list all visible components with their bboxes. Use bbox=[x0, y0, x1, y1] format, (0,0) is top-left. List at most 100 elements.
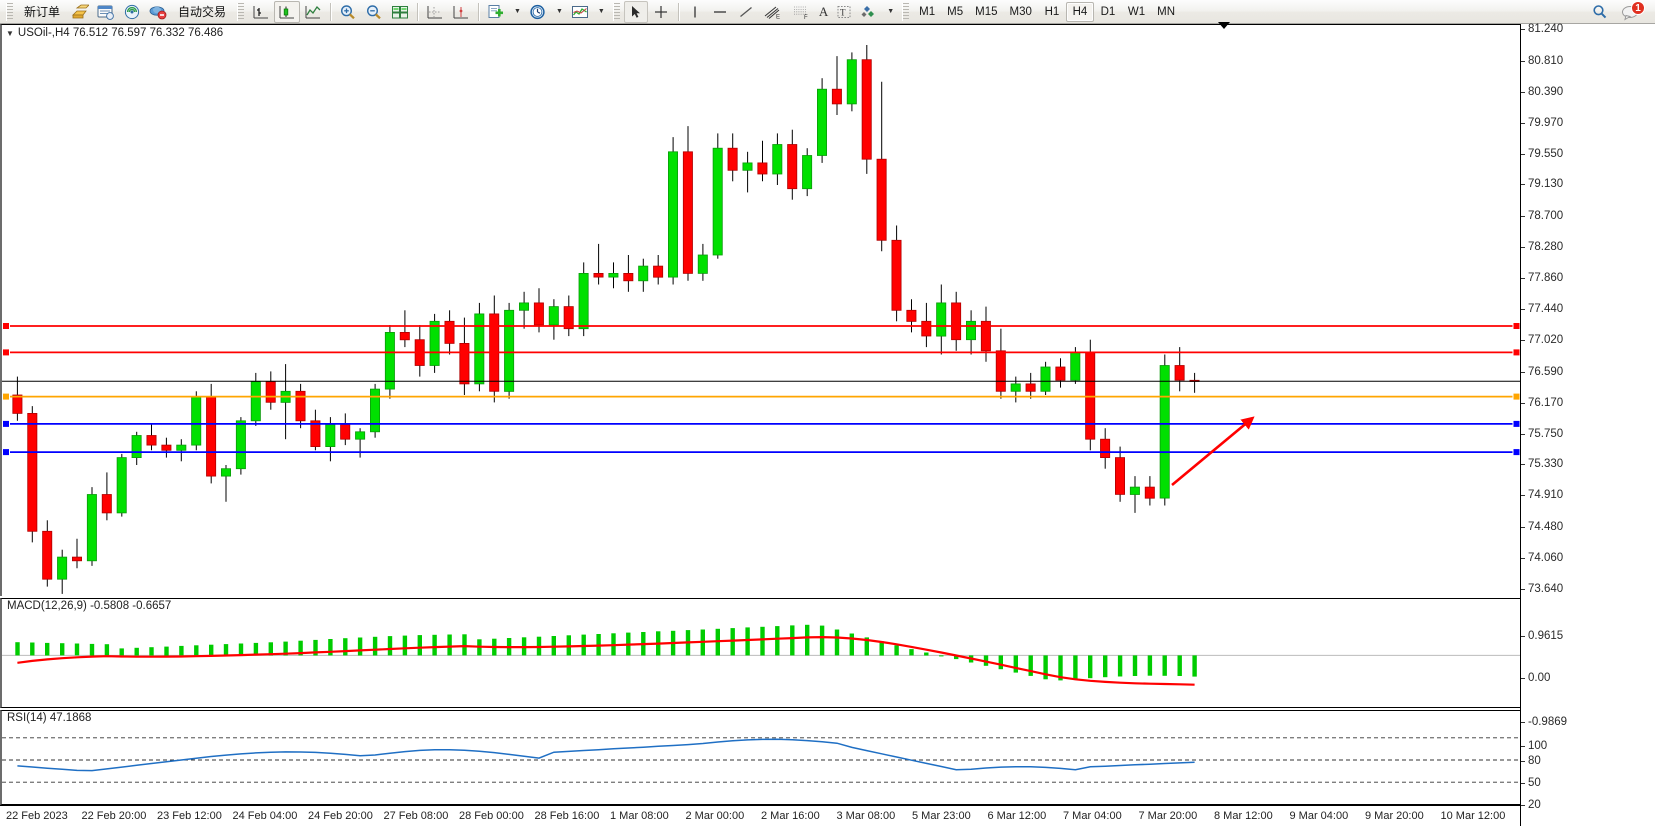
timeframe-button-h4[interactable]: H4 bbox=[1065, 1, 1094, 22]
price-axis[interactable]: 81.240 80.810 80.390 79.970 79.550 79.130 78.7… bbox=[1520, 23, 1655, 826]
trendline-icon[interactable] bbox=[733, 1, 759, 23]
macd-axis-tick: 0.9615 bbox=[1521, 630, 1563, 642]
grid-icon[interactable] bbox=[422, 1, 448, 23]
time-axis-tick: 9 Mar 20:00 bbox=[1365, 810, 1424, 822]
toolbar-separator bbox=[330, 2, 332, 21]
price-axis-tick: 77.020 bbox=[1521, 334, 1563, 346]
time-axis-tick: 28 Feb 16:00 bbox=[534, 810, 600, 822]
timeframe-button-h1[interactable]: H1 bbox=[1044, 5, 1060, 18]
tile-windows-icon[interactable] bbox=[387, 1, 413, 23]
timeframe-button-w1[interactable]: W1 bbox=[1127, 5, 1146, 18]
time-axis-tick: 22 Feb 2023 bbox=[6, 810, 68, 822]
vertical-line-icon[interactable] bbox=[683, 1, 707, 23]
cursor-icon[interactable] bbox=[623, 0, 648, 23]
signals-icon[interactable] bbox=[119, 1, 145, 23]
toolbar-grip-2[interactable] bbox=[237, 2, 245, 21]
new-chart-icon[interactable] bbox=[483, 1, 509, 23]
autotrading-icon[interactable] bbox=[145, 1, 171, 23]
chart-dropdown-marker[interactable] bbox=[1218, 22, 1230, 29]
timeframe-button-m5[interactable]: M5 bbox=[947, 5, 964, 18]
chart-collapse-caret[interactable]: ▼ bbox=[6, 28, 14, 38]
period-separators-icon[interactable] bbox=[448, 1, 474, 23]
line-chart-icon[interactable] bbox=[300, 1, 326, 23]
timeframe-button-mn[interactable]: MN bbox=[1157, 5, 1176, 18]
price-axis-tick: 79.550 bbox=[1521, 148, 1563, 160]
timeframe-buttons: M1 M5 M15 M30 H1 H4 D1 W1 MN bbox=[913, 1, 1181, 22]
price-axis-tick: 74.060 bbox=[1521, 552, 1563, 564]
bar-chart-icon[interactable] bbox=[248, 1, 274, 23]
chart-symbol-header: ▼ USOil-,H4 76.512 76.597 76.332 76.486 bbox=[6, 27, 223, 39]
text-icon[interactable]: A bbox=[818, 3, 829, 19]
objects-dropdown-arrow[interactable]: ▼ bbox=[887, 8, 895, 15]
price-axis-tick: 74.480 bbox=[1521, 521, 1563, 533]
rsi-axis-tick: 20 bbox=[1521, 799, 1541, 811]
price-axis-tick: 80.810 bbox=[1521, 55, 1563, 67]
price-axis-tick: 77.440 bbox=[1521, 303, 1563, 315]
rsi-pane[interactable]: RSI(14) 47.1868 bbox=[0, 710, 1520, 805]
chart-area[interactable]: ▼ USOil-,H4 76.512 76.597 76.332 76.486 … bbox=[0, 23, 1655, 826]
terminal-window-icon[interactable] bbox=[93, 1, 119, 23]
rsi-series bbox=[2, 737, 1520, 783]
main-toolbar: 新订单 bbox=[0, 0, 1655, 24]
time-axis-tick: 7 Mar 04:00 bbox=[1063, 810, 1122, 822]
time-axis-tick: 27 Feb 08:00 bbox=[383, 810, 449, 822]
crosshair-icon[interactable] bbox=[648, 1, 674, 23]
price-axis-tick: 77.860 bbox=[1521, 272, 1563, 284]
zoom-out-icon[interactable] bbox=[361, 1, 387, 23]
timeframe-button-m15[interactable]: M15 bbox=[975, 5, 998, 18]
objects-list-icon[interactable] bbox=[856, 1, 882, 23]
timeframe-dropdown-arrow[interactable]: ▼ bbox=[555, 8, 563, 15]
time-axis-tick: 3 Mar 08:00 bbox=[836, 810, 896, 822]
time-axis-tick: 8 Mar 12:00 bbox=[1214, 810, 1273, 822]
time-axis-tick: 1 Mar 08:00 bbox=[610, 810, 669, 822]
new-chart-dropdown-arrow[interactable]: ▼ bbox=[514, 8, 521, 15]
price-axis-tick: 79.130 bbox=[1521, 178, 1563, 190]
timeframe-clock-icon[interactable] bbox=[525, 1, 551, 23]
time-axis[interactable]: 22 Feb 2023 22 Feb 20:00 23 Feb 12:00 24 Fe… bbox=[0, 805, 1520, 826]
zoom-in-icon[interactable] bbox=[335, 1, 361, 23]
autotrading-button[interactable]: 自动交易 bbox=[171, 1, 233, 23]
price-axis-tick: 76.590 bbox=[1521, 366, 1563, 378]
toolbar-grip-4[interactable] bbox=[902, 2, 910, 21]
gold-bars-icon[interactable] bbox=[67, 1, 93, 23]
price-pane[interactable]: ▼ USOil-,H4 76.512 76.597 76.332 76.486 bbox=[0, 24, 1522, 596]
search-icon[interactable] bbox=[1587, 1, 1613, 23]
time-axis-tick: 10 Mar 12:00 bbox=[1440, 810, 1506, 822]
toolbar-grip[interactable] bbox=[6, 2, 13, 21]
macd-pane[interactable]: MACD(12,26,9) -0.5808 -0.6657 bbox=[0, 598, 1520, 708]
price-axis-tick: 81.240 bbox=[1521, 23, 1563, 35]
rsi-axis-tick: 80 bbox=[1521, 755, 1541, 767]
toolbar-separator-3 bbox=[478, 2, 480, 21]
time-axis-tick: 28 Feb 00:00 bbox=[459, 810, 524, 822]
chat-icon[interactable]: 1 bbox=[1621, 0, 1645, 22]
price-axis-tick: 74.910 bbox=[1521, 489, 1563, 501]
toolbar-right-group: 1 bbox=[1587, 0, 1653, 23]
fibonacci-icon[interactable]: F bbox=[787, 1, 815, 23]
time-axis-tick: 6 Mar 12:00 bbox=[987, 810, 1047, 822]
rsi-axis-tick: 50 bbox=[1521, 777, 1541, 789]
candlestick-chart-icon[interactable] bbox=[274, 0, 301, 23]
toolbar-grip-3[interactable] bbox=[612, 2, 620, 21]
timeframe-button-d1[interactable]: D1 bbox=[1100, 5, 1116, 18]
price-axis-tick: 78.280 bbox=[1521, 241, 1563, 253]
equidistant-channel-icon[interactable]: E bbox=[759, 1, 787, 23]
timeframe-button-m1[interactable]: M1 bbox=[919, 5, 936, 18]
svg-text:E: E bbox=[776, 14, 780, 20]
time-axis-tick: 9 Mar 04:00 bbox=[1289, 810, 1349, 822]
rsi-header: RSI(14) 47.1868 bbox=[7, 712, 92, 724]
svg-text:F: F bbox=[804, 15, 808, 20]
indicators-dropdown-arrow[interactable]: ▼ bbox=[597, 8, 605, 15]
time-axis-tick: 7 Mar 20:00 bbox=[1138, 810, 1198, 822]
macd-axis-tick: -0.9869 bbox=[1521, 716, 1567, 728]
time-axis-tick: 24 Feb 04:00 bbox=[232, 810, 298, 822]
indicators-icon[interactable] bbox=[567, 1, 593, 23]
new-order-button[interactable]: 新订单 bbox=[17, 1, 67, 23]
horizontal-line-icon[interactable] bbox=[707, 1, 733, 23]
autotrading-label: 自动交易 bbox=[178, 5, 227, 19]
price-axis-tick: 79.970 bbox=[1521, 117, 1563, 129]
timeframe-button-m30[interactable]: M30 bbox=[1009, 5, 1032, 18]
toolbar-separator-4 bbox=[677, 2, 679, 21]
text-label-icon[interactable]: T bbox=[832, 1, 856, 23]
time-axis-tick: 24 Feb 20:00 bbox=[308, 810, 373, 822]
